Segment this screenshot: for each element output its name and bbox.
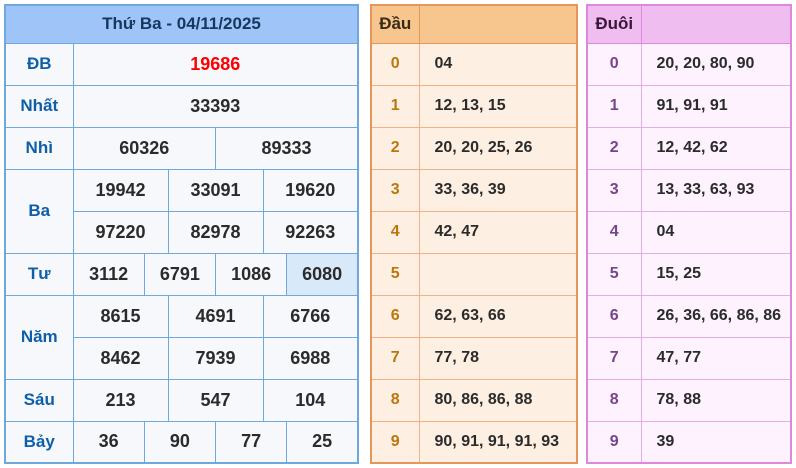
prize-cell: 6080 [286, 252, 359, 296]
prize-cell: 97220 [72, 210, 169, 254]
duoi-values-cell: 12, 42, 62 [640, 126, 792, 170]
dau-values-cell: 77, 78 [418, 336, 578, 380]
prize-cell: 90 [143, 420, 217, 464]
dau-digit-cell: 4 [370, 210, 420, 254]
prize-label: Sáu [4, 378, 74, 422]
prize-label: Tư [4, 252, 74, 296]
prize-cell: 77 [214, 420, 288, 464]
prize-label: Bảy [4, 420, 74, 464]
duoi-digit-cell: 3 [586, 168, 642, 212]
prize-cell: 60326 [72, 126, 216, 170]
duoi-digit-cell: 2 [586, 126, 642, 170]
dau-values-cell [418, 252, 578, 296]
duoi-digit-cell: 7 [586, 336, 642, 380]
dau-values-cell: 42, 47 [418, 210, 578, 254]
prize-cell: 19942 [72, 168, 169, 212]
prize-cell: 6791 [143, 252, 217, 296]
prize-cell: 8615 [72, 294, 169, 338]
prize-cell: 8462 [72, 336, 169, 380]
dau-values-cell: 04 [418, 42, 578, 86]
duoi-values-cell: 78, 88 [640, 378, 792, 422]
duoi-digit-cell: 5 [586, 252, 642, 296]
prize-cell: 36 [72, 420, 145, 464]
dau-header-spacer [418, 4, 578, 44]
duoi-digit-cell: 9 [586, 420, 642, 464]
dau-digit-cell: 1 [370, 84, 420, 128]
dau-values-cell: 33, 36, 39 [418, 168, 578, 212]
prize-label: Nhất [4, 84, 74, 128]
dau-digit-cell: 8 [370, 378, 420, 422]
duoi-values-cell: 13, 33, 63, 93 [640, 168, 792, 212]
dau-digit-cell: 7 [370, 336, 420, 380]
duoi-digit-cell: 6 [586, 294, 642, 338]
prize-cell: 6988 [262, 336, 359, 380]
results-table: Thứ Ba - 04/11/2025 ĐB 19686 Nhất 33393 Nhì 60… [4, 4, 359, 464]
duoi-values-cell: 20, 20, 80, 90 [640, 42, 792, 86]
dau-values-cell: 12, 13, 15 [418, 84, 578, 128]
prize-cell: 89333 [215, 126, 359, 170]
dau-table: Đầu 0 04 1 12, 13, 15 2 20, 20, 25, 26 3 33, 36,… [370, 4, 578, 464]
prize-cell: 7939 [167, 336, 264, 380]
prize-cell: 104 [262, 378, 359, 422]
dau-digit-cell: 6 [370, 294, 420, 338]
duoi-table: Đuôi 0 20, 20, 80, 90 1 91, 91, 91 2 12, 42, 6… [586, 4, 792, 464]
prize-cell: 19620 [262, 168, 359, 212]
dau-digit-cell: 5 [370, 252, 420, 296]
duoi-values-cell: 15, 25 [640, 252, 792, 296]
duoi-values-cell: 39 [640, 420, 792, 464]
duoi-digit-cell: 8 [586, 378, 642, 422]
dau-digit-cell: 0 [370, 42, 420, 86]
duoi-digit-cell: 1 [586, 84, 642, 128]
prize-cell: 1086 [214, 252, 288, 296]
duoi-digit-cell: 0 [586, 42, 642, 86]
prize-label: ĐB [4, 42, 74, 86]
prize-cell: 4691 [167, 294, 264, 338]
prize-cell: 33091 [167, 168, 264, 212]
dau-values-cell: 90, 91, 91, 91, 93 [418, 420, 578, 464]
dau-values-cell: 80, 86, 86, 88 [418, 378, 578, 422]
prize-cell: 82978 [167, 210, 264, 254]
prize-cell: 33393 [72, 84, 359, 128]
dau-digit-cell: 9 [370, 420, 420, 464]
prize-label: Ba [4, 168, 74, 254]
duoi-digit-cell: 4 [586, 210, 642, 254]
dau-values-cell: 62, 63, 66 [418, 294, 578, 338]
dau-title: Đầu [370, 4, 420, 44]
prize-cell: 19686 [72, 42, 359, 86]
duoi-values-cell: 47, 77 [640, 336, 792, 380]
duoi-values-cell: 91, 91, 91 [640, 84, 792, 128]
duoi-header-spacer [640, 4, 792, 44]
duoi-values-cell: 26, 36, 66, 86, 86 [640, 294, 792, 338]
prize-cell: 92263 [262, 210, 359, 254]
dau-digit-cell: 2 [370, 126, 420, 170]
duoi-values-cell: 04 [640, 210, 792, 254]
prize-cell: 213 [72, 378, 169, 422]
prize-label: Nhì [4, 126, 74, 170]
prize-label: Năm [4, 294, 74, 380]
prize-cell: 547 [167, 378, 264, 422]
dau-values-cell: 20, 20, 25, 26 [418, 126, 578, 170]
results-title: Thứ Ba - 04/11/2025 [4, 4, 359, 44]
prize-cell: 6766 [262, 294, 359, 338]
duoi-title: Đuôi [586, 4, 642, 44]
dau-digit-cell: 3 [370, 168, 420, 212]
prize-cell: 3112 [72, 252, 145, 296]
prize-cell: 25 [286, 420, 359, 464]
